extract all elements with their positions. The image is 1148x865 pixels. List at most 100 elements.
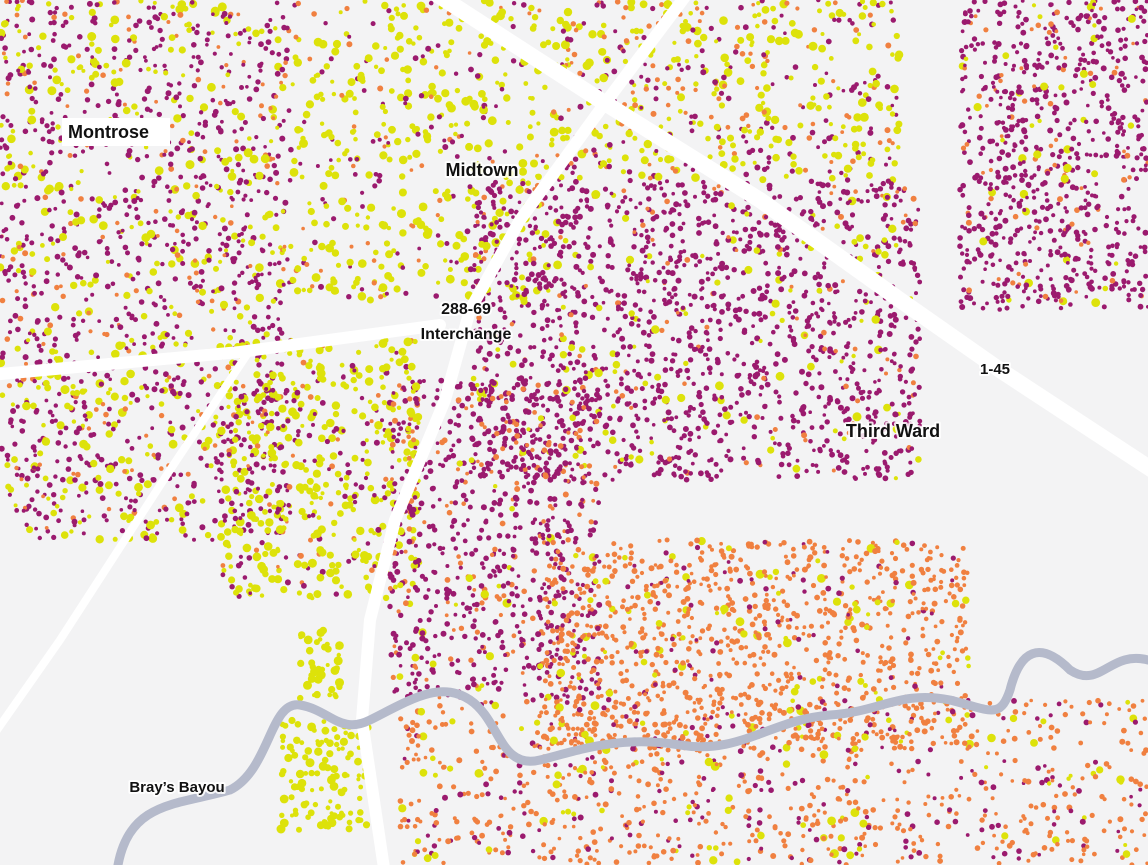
building-dot xyxy=(995,299,1000,304)
building-dot xyxy=(999,73,1004,78)
building-dot xyxy=(1082,57,1088,63)
building-dot xyxy=(60,293,66,299)
building-dot xyxy=(155,455,161,461)
building-dot xyxy=(866,43,873,51)
building-dot xyxy=(141,334,147,340)
building-dot xyxy=(731,155,739,163)
building-dot xyxy=(2,20,9,27)
building-dot xyxy=(1047,228,1054,234)
building-dot xyxy=(546,434,552,440)
building-dot xyxy=(198,221,207,231)
building-dot xyxy=(504,350,511,357)
building-dot xyxy=(789,328,794,333)
building-dot xyxy=(328,164,335,171)
building-dot xyxy=(785,139,793,147)
building-dot xyxy=(48,20,53,26)
building-dot xyxy=(470,166,476,172)
building-dot xyxy=(762,365,767,370)
building-dot xyxy=(851,315,857,321)
building-dot xyxy=(6,154,11,159)
building-dot xyxy=(140,312,148,320)
building-dot xyxy=(594,368,603,378)
building-dot xyxy=(1142,66,1148,73)
building-dot xyxy=(690,167,696,172)
building-dot xyxy=(844,352,849,357)
building-dot xyxy=(225,100,231,107)
building-dot xyxy=(254,443,261,449)
building-dot xyxy=(47,358,53,364)
building-dot xyxy=(546,380,552,386)
building-dot xyxy=(195,23,200,28)
building-dot xyxy=(1021,250,1027,257)
building-dot xyxy=(515,293,520,298)
building-dot xyxy=(87,514,92,519)
building-dot xyxy=(15,326,21,333)
building-dot xyxy=(1037,219,1042,224)
building-dot xyxy=(879,367,884,372)
building-dot xyxy=(651,423,656,427)
building-dot xyxy=(560,435,566,441)
building-dot xyxy=(1031,3,1037,8)
building-dot xyxy=(35,466,41,472)
building-dot xyxy=(561,281,567,287)
building-dot xyxy=(664,198,670,205)
building-dot xyxy=(81,531,86,536)
building-dot xyxy=(588,258,594,264)
building-dot xyxy=(41,62,47,68)
building-dot xyxy=(752,160,757,165)
building-dot xyxy=(384,291,389,296)
building-dot xyxy=(497,280,502,286)
building-dot xyxy=(143,480,152,489)
building-dot xyxy=(403,101,408,106)
building-dot xyxy=(169,304,174,310)
building-dot xyxy=(719,260,726,267)
building-dot xyxy=(704,470,710,475)
building-dot xyxy=(390,51,400,60)
building-dot xyxy=(586,463,593,469)
building-dot xyxy=(790,315,796,320)
building-dot xyxy=(218,498,225,505)
building-dot xyxy=(358,259,367,268)
building-dot xyxy=(844,460,850,465)
building-dot xyxy=(15,404,20,409)
building-dot xyxy=(897,367,902,373)
building-dot xyxy=(249,279,255,285)
building-dot xyxy=(1032,84,1037,89)
building-dot xyxy=(1051,213,1056,218)
building-dot xyxy=(37,53,42,58)
building-dot xyxy=(123,305,128,310)
building-dot xyxy=(891,235,897,241)
building-dot xyxy=(1118,193,1125,200)
building-dot xyxy=(0,201,4,206)
building-dot xyxy=(4,59,9,64)
building-dot xyxy=(509,360,517,368)
building-dot xyxy=(51,501,57,506)
building-dot xyxy=(393,6,400,12)
building-dot xyxy=(521,420,527,426)
building-dot xyxy=(528,375,533,380)
building-dot xyxy=(686,334,693,340)
building-dot xyxy=(318,39,328,49)
building-dot xyxy=(427,113,435,121)
building-dot xyxy=(777,194,783,199)
building-dot xyxy=(301,561,309,569)
building-dot xyxy=(282,244,287,249)
building-dot xyxy=(135,271,141,276)
building-dot xyxy=(996,277,1001,282)
building-dot xyxy=(0,114,6,120)
building-dot xyxy=(186,94,194,103)
building-dot xyxy=(254,327,261,334)
building-dot xyxy=(126,148,133,154)
building-dot xyxy=(159,36,165,42)
building-dot xyxy=(254,135,259,140)
building-dot xyxy=(743,171,749,178)
building-dot xyxy=(401,3,407,8)
building-dot xyxy=(719,265,725,272)
building-dot xyxy=(1105,98,1110,102)
building-dot xyxy=(68,405,74,411)
building-dot xyxy=(183,182,191,190)
building-dot xyxy=(995,89,1000,94)
building-dot xyxy=(57,391,62,397)
building-dot xyxy=(840,458,845,463)
building-dot xyxy=(253,371,261,379)
